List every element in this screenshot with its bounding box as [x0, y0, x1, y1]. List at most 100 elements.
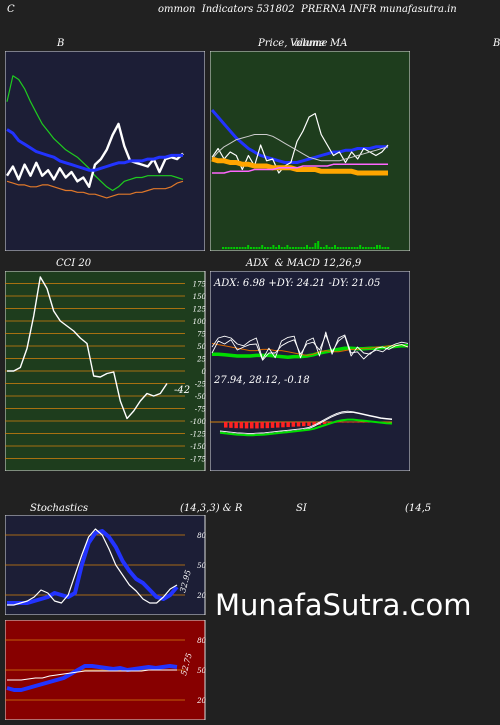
volume-bar — [255, 247, 258, 249]
volume-bar — [300, 247, 303, 249]
volume-bar — [339, 247, 342, 249]
price-bg — [210, 51, 410, 251]
macd-histogram-bar — [354, 422, 358, 423]
volume-bar — [314, 243, 317, 249]
cci-tick-label: 25 — [196, 356, 206, 364]
macd-histogram-bar — [276, 422, 280, 428]
volume-bar — [303, 247, 306, 249]
macd-histogram-bar — [281, 422, 285, 428]
page-title: ommon Indicators 531802 PRERNA INFR muna… — [158, 4, 457, 15]
macd-histogram-bar — [364, 422, 368, 423]
cci-title: CCI 20 — [56, 258, 92, 269]
price-series-1 — [211, 112, 389, 174]
price-series-2 — [211, 134, 389, 162]
bollinger-series-2 — [6, 128, 183, 172]
macd-histogram-bar — [255, 422, 259, 429]
macd-histogram-bar — [338, 422, 342, 423]
volume-bar — [244, 247, 247, 249]
cci-tick-label: -175 — [190, 456, 206, 464]
volume-title: Volume — [290, 38, 328, 49]
adx-macd-chart: ADX: 6.98 +DY: 24.21 -DY: 21.05 27.94, 2… — [210, 271, 410, 471]
volume-bar — [272, 245, 275, 249]
header-left: C — [7, 4, 15, 15]
volume-bar — [269, 247, 272, 249]
cci-tick-label: -100 — [190, 418, 206, 426]
right-edge-title: B — [493, 38, 500, 49]
volume-bar — [280, 247, 283, 249]
volume-bar — [294, 247, 297, 249]
macd-readout: 27.94, 28.12, -0.18 — [213, 375, 310, 386]
volume-bar — [362, 247, 364, 249]
macd-histogram-bar — [239, 422, 244, 429]
volume-bar — [266, 247, 269, 249]
volume-bar — [356, 247, 359, 249]
cci-tick-label: -50 — [195, 393, 207, 401]
volume-bar — [331, 247, 334, 249]
cci-tick-label: 0 — [202, 368, 207, 376]
volume-bar — [336, 247, 339, 249]
adx-series-0 — [212, 344, 408, 359]
cci-tick-label: 150 — [193, 293, 207, 301]
cci-tick-label: -125 — [190, 431, 206, 439]
cci-tick-label: 100 — [193, 318, 207, 326]
macd-histogram-bar — [265, 422, 270, 429]
rsi-series-0 — [6, 664, 178, 692]
volume-bar — [322, 247, 325, 249]
bollinger-series-0 — [6, 75, 184, 192]
price-series-0 — [210, 109, 388, 164]
volume-bar — [247, 245, 250, 249]
cci-tick-label: 75 — [197, 331, 206, 339]
macd-histogram-bar — [348, 422, 353, 423]
volume-bar — [342, 247, 345, 249]
volume-bar — [283, 247, 286, 249]
volume-bar — [328, 247, 331, 249]
stoch-tick-label: 80 — [197, 532, 206, 540]
rsi-tick-label: 50 — [197, 667, 206, 675]
cci-last-value: -42 — [174, 385, 190, 396]
macd-histogram-bar — [250, 422, 254, 429]
volume-bar — [317, 241, 320, 249]
stochastics-params: (14,3,3) & R — [180, 503, 243, 514]
macd-line-2 — [219, 418, 393, 437]
volume-bar — [359, 245, 362, 249]
volume-bar — [367, 247, 370, 249]
macd-histogram-bar — [224, 422, 228, 428]
cci-tick-label: 125 — [193, 306, 207, 314]
volume-bar — [308, 247, 311, 249]
macd-histogram-bar — [244, 422, 249, 429]
si-title: SI — [296, 503, 307, 514]
adx-series-2 — [211, 331, 409, 360]
stochastics-title: Stochastics — [30, 503, 88, 514]
macd-histogram-bar — [270, 422, 275, 428]
volume-bar — [376, 245, 378, 249]
volume-bar — [233, 247, 236, 249]
volume-bar — [306, 245, 308, 249]
adx-series-1 — [211, 342, 409, 356]
macd-histogram-bar — [291, 422, 296, 427]
watermark: MunafaSutra.com — [215, 588, 472, 622]
volume-bar — [236, 247, 238, 249]
rsi-tick-label: 20 — [196, 697, 206, 705]
macd-histogram-bar — [260, 422, 264, 429]
volume-bar — [238, 247, 241, 249]
macd-histogram-bar — [307, 422, 311, 426]
volume-bar — [230, 247, 233, 249]
macd-histogram-bar — [296, 422, 301, 427]
volume-bar — [222, 247, 224, 249]
volume-bar — [345, 247, 348, 249]
volume-bar — [370, 247, 373, 249]
macd-histogram-bar — [234, 422, 238, 429]
volume-bar — [261, 245, 264, 249]
volume-bar — [278, 245, 280, 249]
stoch-tick-label: 20 — [196, 592, 206, 600]
volume-title-overlap: olume — [294, 38, 326, 49]
volume-bar — [334, 245, 336, 249]
adx-bg — [210, 271, 410, 471]
bollinger-chart — [5, 51, 205, 251]
cci-tick-label: -75 — [195, 406, 207, 414]
volume-bar — [387, 247, 390, 249]
stoch-series-1 — [7, 528, 178, 606]
cci-series-0 — [7, 276, 168, 420]
